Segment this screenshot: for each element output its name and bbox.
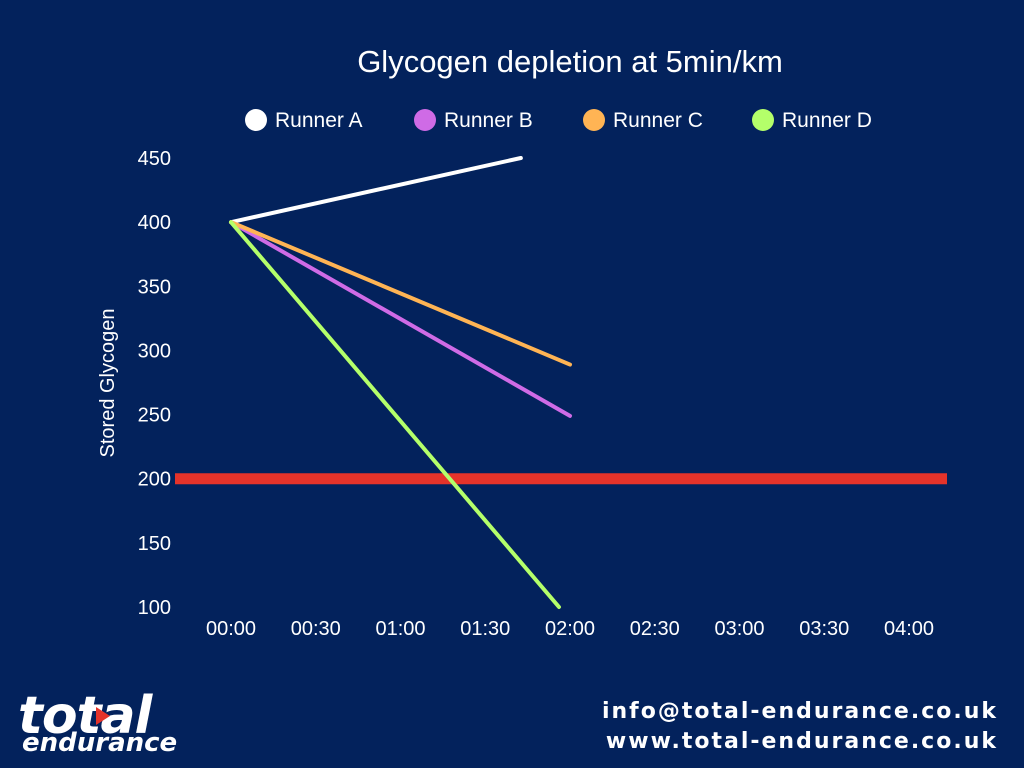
y-tick-label: 100	[138, 597, 171, 619]
y-tick-label: 400	[138, 212, 171, 234]
legend-label: Runner C	[613, 109, 703, 132]
legend-marker	[752, 109, 774, 131]
chart-title: Glycogen depletion at 5min/km	[357, 44, 783, 79]
y-tick-label: 250	[138, 405, 171, 427]
y-tick-label: 150	[138, 533, 171, 555]
legend-label: Runner B	[444, 109, 533, 132]
contact-email[interactable]: info@total-endurance.co.uk	[601, 699, 998, 724]
series-line-runner-a	[229, 156, 523, 225]
legend-marker	[245, 109, 267, 131]
x-tick-label: 00:00	[206, 618, 256, 640]
x-tick-label: 03:30	[799, 618, 849, 640]
y-tick-label: 300	[138, 340, 171, 362]
total-endurance-logo: total endurance	[18, 690, 218, 768]
y-tick-label: 200	[138, 469, 171, 491]
series-line-runner-c	[229, 220, 572, 367]
legend: Runner A Runner B Runner C Runner D	[245, 109, 872, 132]
logo-word-endurance: endurance	[22, 728, 178, 758]
series-lines	[229, 156, 572, 609]
y-axis-ticks: 450 400 350 300 250 200 150 100	[138, 148, 171, 619]
x-tick-label: 03:00	[714, 618, 764, 640]
x-tick-label: 01:00	[375, 618, 425, 640]
x-tick-label: 00:30	[291, 618, 341, 640]
x-tick-label: 01:30	[460, 618, 510, 640]
x-tick-label: 02:30	[630, 618, 680, 640]
legend-marker	[414, 109, 436, 131]
y-tick-label: 350	[138, 276, 171, 298]
series-line-runner-d	[229, 220, 561, 609]
legend-label: Runner A	[275, 109, 363, 132]
series-line-runner-b	[229, 220, 572, 418]
legend-marker	[583, 109, 605, 131]
logo-word-total: total	[18, 686, 152, 746]
y-axis-label: Stored Glycogen	[97, 309, 119, 458]
play-icon	[96, 707, 110, 725]
legend-label: Runner D	[782, 109, 872, 132]
x-axis-ticks: 00:00 00:30 01:00 01:30 02:00 02:30 03:00 03:30…	[206, 618, 934, 640]
x-tick-label: 02:00	[545, 618, 595, 640]
contact-info: info@total-endurance.co.uk www.total-end…	[602, 697, 998, 757]
x-tick-label: 04:00	[884, 618, 934, 640]
contact-website[interactable]: www.total-endurance.co.uk	[605, 729, 998, 754]
y-tick-label: 450	[138, 148, 171, 170]
glycogen-chart: Glycogen depletion at 5min/km Runner A Ru…	[97, 44, 947, 640]
